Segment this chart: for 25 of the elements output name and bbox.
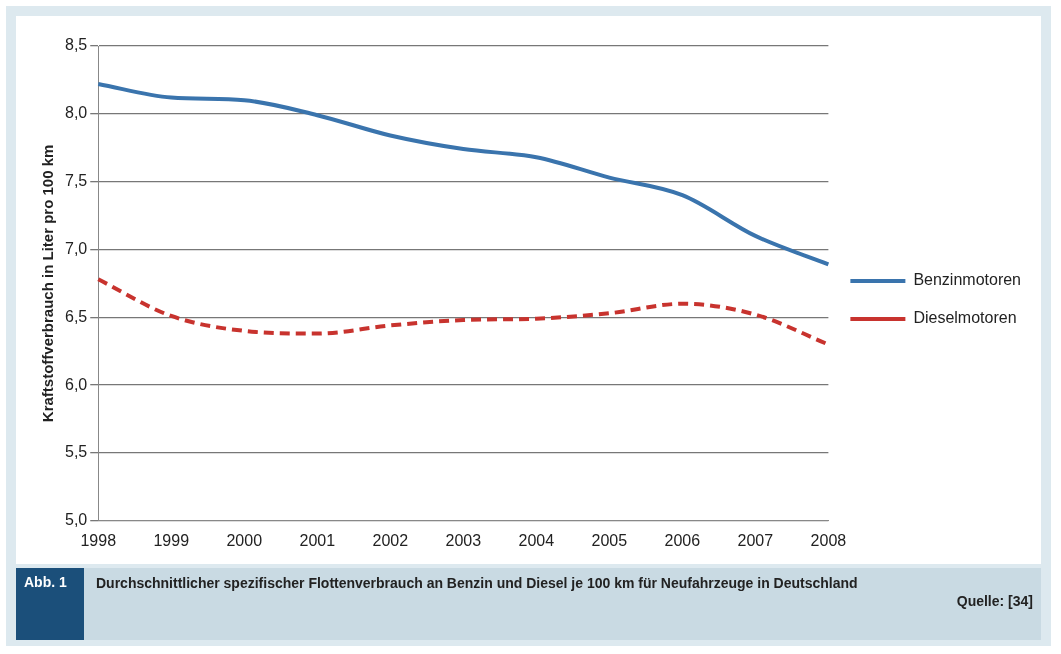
y-tick-label: 8,0 (64, 104, 88, 122)
x-tick-label: 2002 (372, 531, 409, 549)
caption: Abb. 1 (16, 568, 84, 640)
text: Durchschnittlicher spezifischer Flottenverbrauch an Benzin und Diesel je 100 km für Neufahrzeuge in Deutschland (96, 574, 859, 593)
x-tick-label: 2007 (737, 531, 774, 549)
x-tick-label: 2005 (591, 531, 628, 549)
x-tick-label: 1999 (153, 531, 190, 549)
x-tick-label: 2000 (226, 531, 263, 549)
x-tick-label: 2004 (518, 531, 555, 549)
y-tick-label: 7,5 (64, 172, 88, 190)
y-tick-label: 7,0 (64, 239, 88, 257)
x-tick-label: 2008 (810, 531, 847, 549)
legend-label: Dieselmotoren (913, 309, 1017, 327)
x-tick-label: 2006 (664, 531, 701, 549)
x-tick-label: 2001 (299, 531, 336, 549)
source-note: Quelle: [34] (956, 593, 1033, 609)
y-tick-label: 6,5 (64, 307, 88, 325)
y-tick-label: 5,0 (64, 511, 88, 529)
x-tick-label: 1998 (80, 531, 117, 549)
y-tick-label: 5,5 (64, 443, 88, 461)
y-axis-title: Kraftstoffverbrauch in Liter pro 100 km (39, 144, 57, 423)
y-tick-label: 8,5 (64, 36, 88, 54)
x-tick-label: 2003 (445, 531, 482, 549)
y-tick-label: 6,0 (64, 375, 88, 393)
legend-label: Benzinmotoren (913, 271, 1022, 289)
